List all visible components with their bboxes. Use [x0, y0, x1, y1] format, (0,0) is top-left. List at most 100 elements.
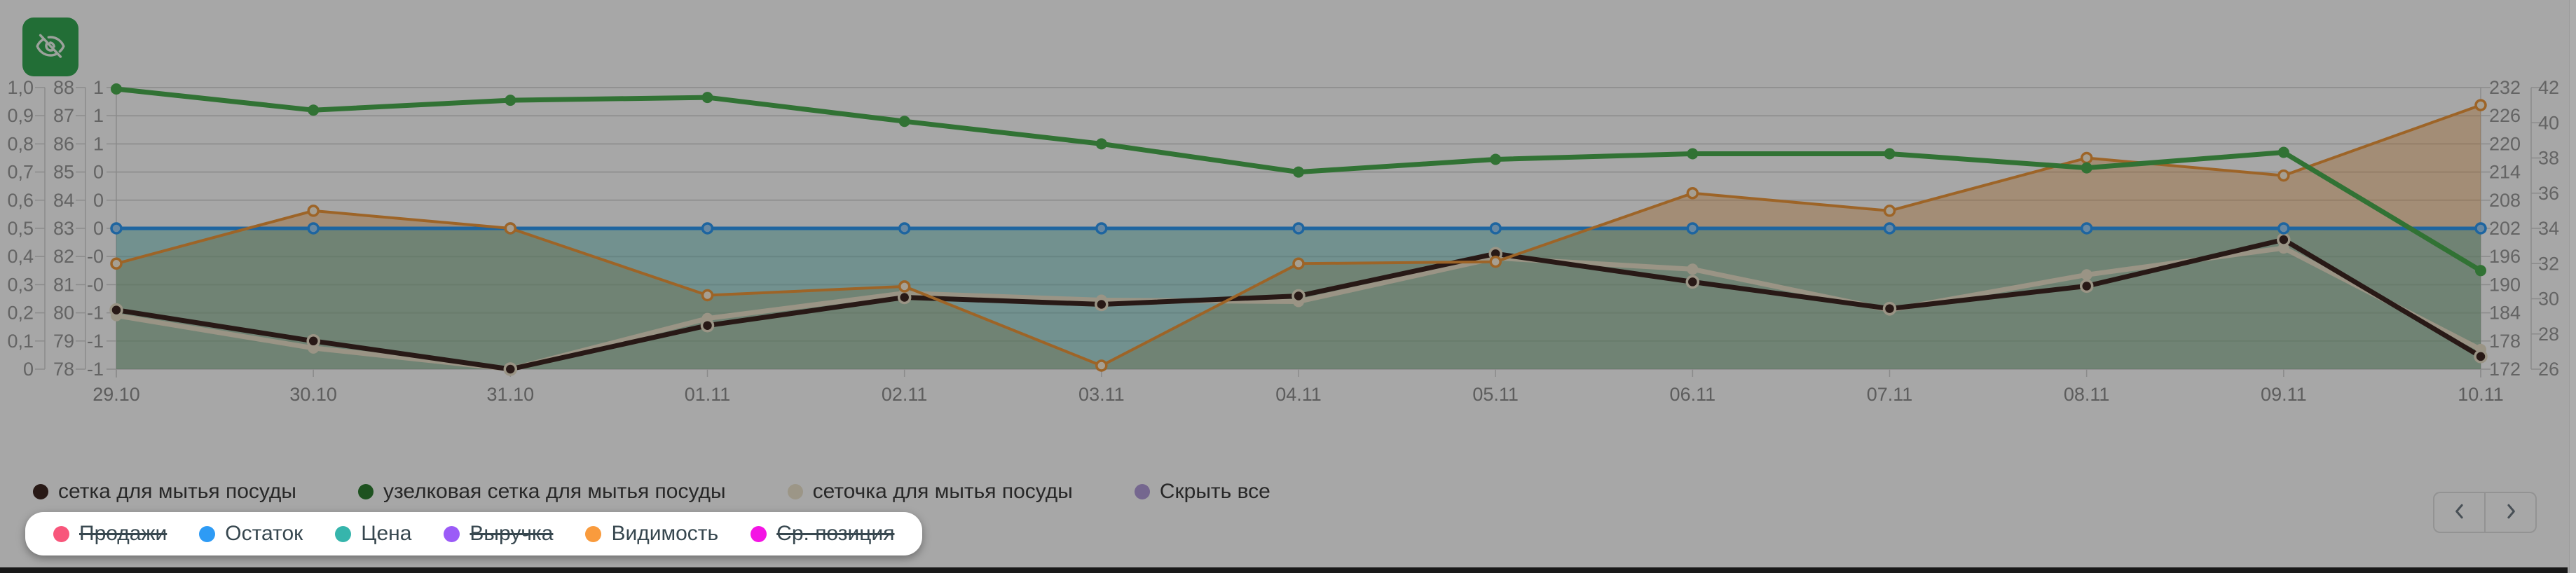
legend-item[interactable]: Продажи: [53, 522, 167, 546]
svg-text:-0: -0: [87, 246, 104, 267]
svg-text:202: 202: [2489, 218, 2521, 239]
svg-text:80: 80: [53, 303, 74, 324]
svg-text:0,3: 0,3: [7, 274, 34, 295]
svg-text:0,9: 0,9: [7, 105, 34, 126]
legend-item[interactable]: сеточка для мытья посуды: [787, 480, 1073, 504]
legend-dot-icon: [444, 525, 460, 542]
svg-text:26: 26: [2538, 359, 2559, 380]
svg-text:01.11: 01.11: [685, 384, 731, 405]
svg-text:-0: -0: [87, 274, 104, 295]
svg-text:0: 0: [93, 162, 104, 183]
axis-left_price: 88 87 86 85 84 83 82 81 80 79 78: [53, 77, 86, 380]
legend-label: узелковая сетка для мытья посуды: [383, 480, 726, 503]
svg-text:09.11: 09.11: [2261, 384, 2307, 405]
svg-text:0,5: 0,5: [7, 218, 34, 239]
legend-dot-icon: [1134, 484, 1150, 499]
legend-label: Видимость: [611, 522, 719, 545]
svg-text:196: 196: [2489, 246, 2521, 267]
legend-item[interactable]: Скрыть все: [1134, 480, 1270, 504]
svg-text:1,0: 1,0: [7, 77, 34, 98]
svg-text:81: 81: [53, 274, 74, 295]
chart-pagination: [2433, 492, 2537, 533]
next-button[interactable]: [2485, 492, 2537, 533]
svg-text:28: 28: [2538, 324, 2559, 345]
legend-label: Продажи: [79, 522, 167, 545]
svg-text:184: 184: [2489, 303, 2521, 324]
legend-dot-icon: [199, 525, 216, 542]
legend-dot-icon: [53, 525, 69, 542]
svg-text:88: 88: [53, 77, 74, 98]
axis-dates: 29.10 30.10 31.10 01.11 02.11 03.11 04.11 05.11…: [93, 369, 2504, 405]
legend-dot-icon: [335, 525, 352, 542]
legend-item[interactable]: Остаток: [199, 522, 303, 546]
svg-text:1: 1: [93, 105, 104, 126]
svg-text:03.11: 03.11: [1078, 384, 1125, 405]
legend-dot-icon: [357, 484, 374, 499]
svg-text:1: 1: [93, 77, 104, 98]
svg-text:84: 84: [53, 190, 74, 211]
legend-dot-icon: [787, 484, 803, 499]
svg-text:36: 36: [2538, 183, 2559, 204]
svg-text:79: 79: [53, 331, 74, 352]
legend-item[interactable]: сетка для мытья посуды: [33, 480, 296, 504]
svg-text:0,6: 0,6: [7, 190, 34, 211]
axis-left_delta: 1 1 1 0 0 0 -0 -0 -1 -1 -1: [87, 77, 116, 380]
svg-text:0,2: 0,2: [7, 303, 34, 324]
legend-label: сеточка для мытья посуды: [812, 480, 1073, 503]
svg-text:06.11: 06.11: [1670, 384, 1716, 405]
legend-dot-icon: [585, 525, 602, 542]
svg-text:0: 0: [93, 190, 104, 211]
svg-text:0,7: 0,7: [7, 162, 34, 183]
svg-text:-1: -1: [87, 359, 104, 380]
svg-text:190: 190: [2489, 274, 2521, 295]
series-visibility: [110, 99, 2487, 372]
svg-text:0: 0: [93, 218, 104, 239]
series-product-2: [111, 83, 2486, 277]
svg-text:214: 214: [2489, 162, 2521, 183]
axis-right_visibility: 42 40 38 36 34 32 30 28 26: [2531, 77, 2559, 380]
legend-label: Выручка: [470, 522, 554, 545]
legend-label: Цена: [361, 522, 412, 545]
legend-label: Остаток: [225, 522, 303, 545]
svg-text:82: 82: [53, 246, 74, 267]
chart-canvas: 1,00,90,80,70,60,50,40,30,20,10888786858…: [7, 77, 2559, 405]
svg-text:34: 34: [2538, 218, 2559, 239]
svg-text:85: 85: [53, 162, 74, 183]
svg-text:83: 83: [53, 218, 74, 239]
products-legend: сетка для мытья посуды узелковая сетка дл…: [33, 479, 1270, 504]
svg-text:07.11: 07.11: [1867, 384, 1913, 405]
metrics-legend-pill: Продажи Остаток Цена Выручка Видимость Ср. по…: [25, 512, 923, 555]
eye-off-icon: [34, 30, 67, 64]
legend-label: сетка для мытья посуды: [58, 480, 296, 503]
legend-item[interactable]: Видимость: [585, 522, 718, 546]
svg-text:78: 78: [53, 359, 74, 380]
svg-text:1: 1: [93, 133, 104, 154]
svg-text:0,4: 0,4: [7, 246, 34, 267]
svg-text:178: 178: [2489, 331, 2521, 352]
svg-text:0: 0: [23, 359, 34, 380]
svg-text:232: 232: [2489, 77, 2521, 98]
svg-text:08.11: 08.11: [2064, 384, 2110, 405]
svg-text:42: 42: [2538, 77, 2559, 98]
svg-text:0,8: 0,8: [7, 133, 34, 154]
svg-text:29.10: 29.10: [93, 384, 140, 405]
legend-item[interactable]: Цена: [335, 522, 411, 546]
svg-text:04.11: 04.11: [1275, 384, 1322, 405]
legend-item[interactable]: узелковая сетка для мытья посуды: [357, 480, 726, 504]
chevron-left-icon: [2449, 501, 2470, 524]
svg-text:-1: -1: [87, 331, 104, 352]
legend-dot-icon: [33, 484, 48, 499]
svg-text:-1: -1: [87, 303, 104, 324]
legend-item[interactable]: Выручка: [444, 522, 553, 546]
svg-text:220: 220: [2489, 133, 2521, 154]
scrollbar-strip[interactable]: [2569, 0, 2576, 573]
prev-button[interactable]: [2433, 492, 2485, 533]
svg-text:02.11: 02.11: [882, 384, 928, 405]
hide-visibility-button[interactable]: [22, 18, 78, 76]
chevron-right-icon: [2500, 501, 2521, 524]
legend-item[interactable]: Ср. позиция: [751, 522, 894, 546]
svg-text:208: 208: [2489, 190, 2521, 211]
svg-text:87: 87: [53, 105, 74, 126]
series-product-1: [109, 233, 2488, 376]
svg-text:30.10: 30.10: [289, 384, 337, 405]
